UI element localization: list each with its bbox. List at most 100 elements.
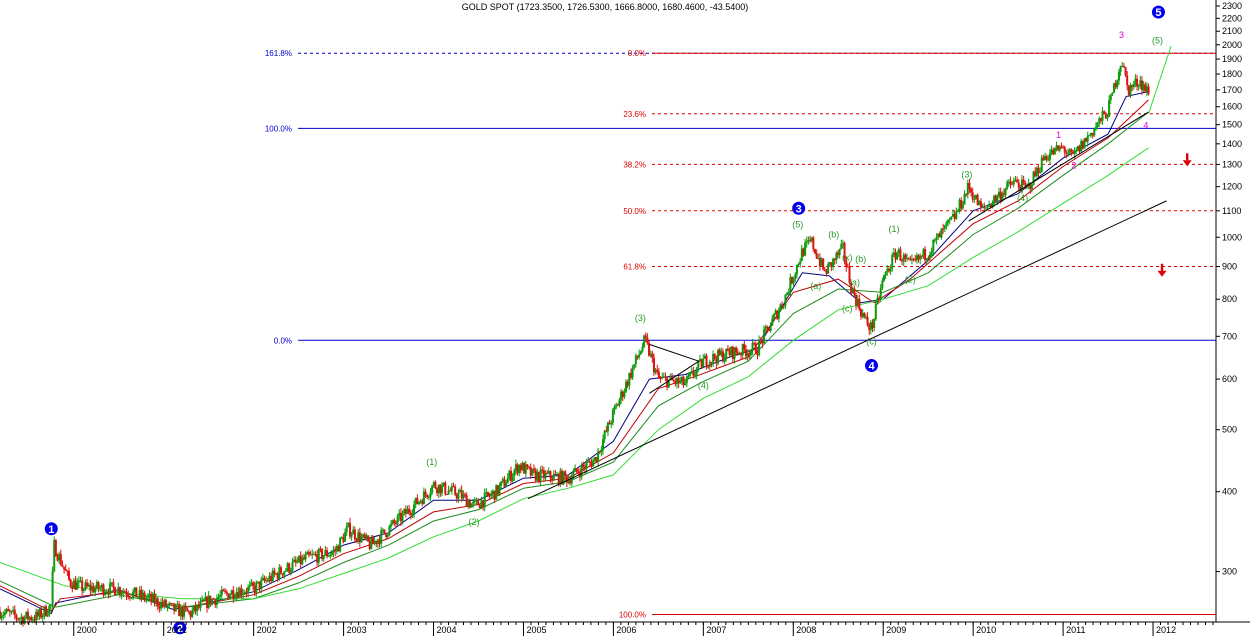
- price-bar: [403, 509, 406, 514]
- price-bar: [184, 605, 187, 609]
- price-bar: [743, 344, 746, 350]
- price-bar: [347, 522, 350, 527]
- fib-label: 0.0%: [628, 49, 646, 58]
- price-bar: [554, 474, 557, 476]
- price-bar: [567, 479, 570, 483]
- trendline-triangle-top: [649, 343, 700, 362]
- price-bar: [210, 598, 213, 605]
- price-bar: [988, 204, 991, 207]
- price-bar: [362, 534, 365, 537]
- price-bar: [638, 354, 641, 358]
- price-bar: [498, 485, 501, 495]
- wave-circle-marker: [173, 621, 187, 635]
- y-tick-label: 1800: [1222, 69, 1242, 79]
- price-bar: [970, 188, 973, 193]
- y-tick-label: 2200: [1222, 13, 1242, 23]
- price-bar: [286, 563, 289, 571]
- fib-label: 100.0%: [265, 124, 292, 133]
- price-bar: [726, 348, 729, 352]
- price-bar: [468, 501, 471, 508]
- price-bar: [537, 471, 540, 482]
- price-bar: [260, 579, 263, 590]
- price-bar: [69, 579, 72, 586]
- price-bar: [100, 584, 103, 588]
- price-bar: [746, 353, 749, 357]
- price-bar: [963, 193, 966, 205]
- price-bar: [792, 278, 795, 284]
- price-bar: [473, 500, 476, 502]
- price-bar: [309, 554, 312, 556]
- price-bar: [511, 476, 514, 482]
- price-bar: [436, 488, 439, 494]
- price-bar: [1101, 111, 1104, 121]
- price-bar: [577, 471, 580, 474]
- wave-label: (b): [828, 229, 839, 239]
- price-bar: [160, 601, 163, 609]
- price-bar: [194, 605, 197, 612]
- wave-circle-marker: [865, 359, 879, 373]
- price-bar: [1040, 157, 1043, 172]
- price-bar: [902, 254, 905, 262]
- price-bar: [827, 263, 830, 274]
- price-bar: [924, 249, 927, 261]
- price-bar: [209, 595, 212, 605]
- wave-circle-label: 5: [1155, 7, 1161, 19]
- price-bar: [610, 422, 613, 425]
- price-bar: [528, 466, 531, 468]
- price-bar: [151, 593, 154, 601]
- price-bar: [1006, 181, 1009, 189]
- price-bar: [455, 494, 458, 499]
- price-bar: [991, 202, 994, 208]
- price-bar: [250, 582, 253, 585]
- price-bar: [1011, 184, 1014, 186]
- price-bar: [122, 591, 125, 594]
- price-bar: [651, 353, 654, 358]
- price-bar: [850, 282, 853, 294]
- price-bar: [304, 554, 307, 560]
- price-bar: [730, 346, 733, 356]
- price-bar: [230, 590, 233, 595]
- price-bar: [611, 409, 614, 423]
- down-arrow-head: [1182, 160, 1192, 167]
- price-bar: [373, 540, 376, 544]
- price-bar: [169, 603, 172, 605]
- price-bar: [59, 553, 62, 565]
- wave-label: 2: [1071, 161, 1076, 171]
- price-bar: [595, 457, 598, 462]
- price-bar: [375, 540, 378, 545]
- price-bar: [914, 259, 917, 261]
- wave-label: 3: [1119, 30, 1124, 40]
- price-bar: [786, 292, 789, 295]
- price-bar: [493, 490, 496, 500]
- price-bar: [176, 604, 179, 606]
- price-bar: [569, 479, 572, 484]
- y-tick-label: 1700: [1222, 85, 1242, 95]
- fib-label: 100.0%: [619, 611, 646, 620]
- price-bar: [1116, 80, 1119, 88]
- price-bar: [728, 351, 731, 356]
- price-bar: [214, 599, 217, 605]
- price-bar: [324, 550, 327, 556]
- price-bar: [588, 461, 591, 463]
- price-bar: [298, 555, 301, 563]
- price-bar: [587, 461, 590, 463]
- price-bar: [851, 288, 854, 294]
- price-bar: [1055, 145, 1058, 148]
- y-tick-label: 1500: [1222, 120, 1242, 130]
- price-bar: [30, 617, 33, 621]
- price-bar: [841, 243, 844, 245]
- price-bar: [253, 585, 256, 593]
- price-bar: [749, 350, 752, 356]
- price-bar: [53, 540, 56, 572]
- price-bar: [164, 600, 167, 607]
- price-bar: [853, 288, 856, 296]
- price-bar: [519, 464, 522, 471]
- price-bar: [735, 347, 738, 353]
- price-bar: [644, 335, 647, 338]
- price-bar: [150, 593, 153, 601]
- wave-label: (5): [792, 220, 803, 230]
- price-bar: [782, 305, 785, 307]
- price-bar: [432, 482, 435, 486]
- price-bar: [441, 485, 444, 494]
